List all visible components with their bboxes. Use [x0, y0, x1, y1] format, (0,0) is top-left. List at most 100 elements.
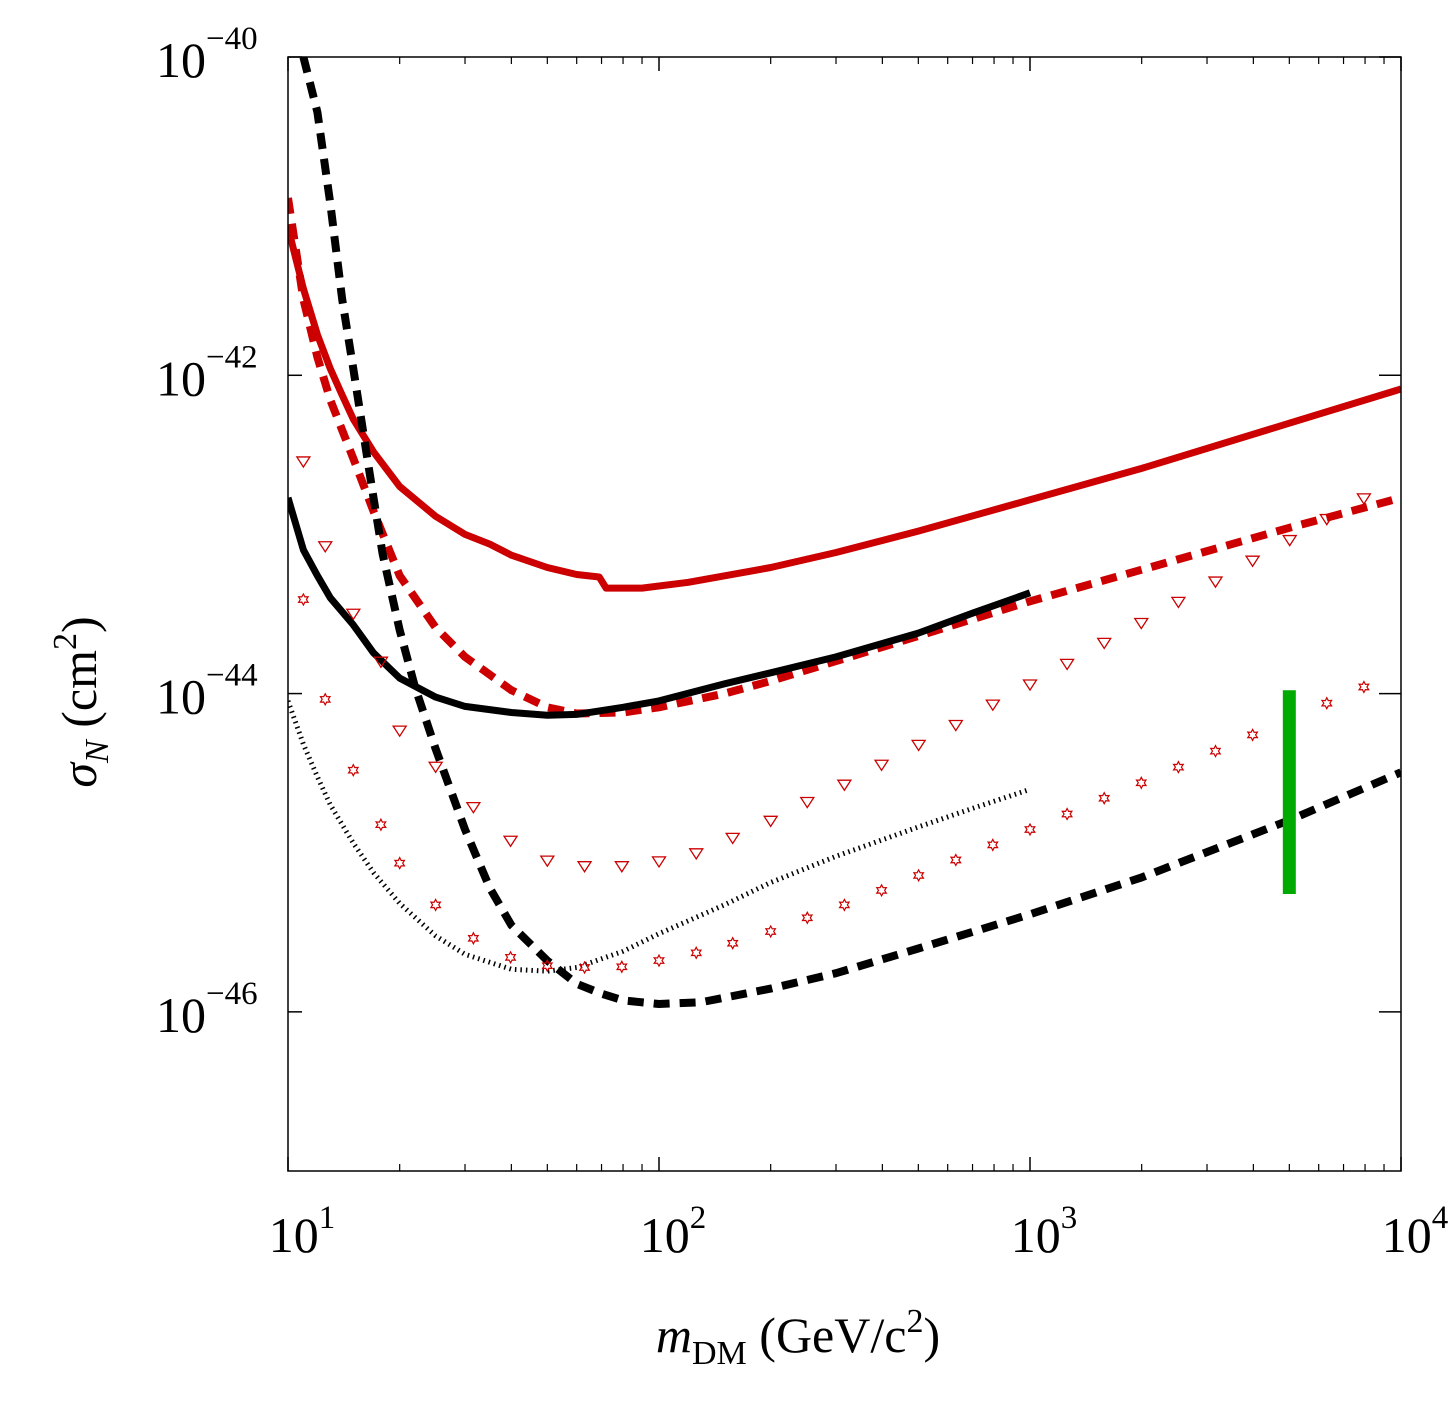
star-marker [875, 883, 888, 898]
ticks-layer [287, 56, 1402, 1171]
triangle-marker [1282, 534, 1298, 547]
x-tick-label: 103 [1011, 1200, 1078, 1263]
triangle-marker [688, 848, 704, 861]
x-tick-base: 10 [1382, 1207, 1432, 1263]
x-tick-base: 10 [640, 1207, 690, 1263]
y-tick-base: 10 [156, 32, 206, 88]
triangle-marker [1133, 617, 1149, 630]
triangle-marker [391, 725, 408, 738]
y-axis-title: σN (cm2) [47, 616, 116, 787]
y-tick-label: 10−44 [156, 658, 258, 725]
star-marker [467, 931, 480, 946]
triangle-marker [317, 541, 333, 554]
star-marker [1209, 744, 1222, 758]
y-tick-exponent: −42 [206, 339, 258, 375]
triangle-marker [465, 802, 482, 814]
star-marker [578, 960, 591, 975]
y-tick-exponent: −46 [206, 976, 258, 1012]
x-tick-base: 10 [1011, 1207, 1061, 1263]
star-marker [393, 856, 406, 870]
star-marker [838, 898, 851, 912]
x-axis-title-sup: 2 [906, 1303, 923, 1340]
series-red-solid-line [288, 226, 1401, 592]
series-red-stars [297, 592, 1370, 975]
y-axis-title-close: ) [51, 616, 107, 633]
triangle-marker [1319, 513, 1335, 526]
star-marker [1024, 822, 1036, 837]
x-axis-title: mDM (GeV/c2) [656, 1303, 940, 1372]
triangle-marker [1096, 637, 1112, 650]
triangle-marker [836, 779, 853, 792]
triangle-marker [910, 739, 927, 752]
triangle-marker [1207, 576, 1224, 589]
y-axis-title-sub: N [79, 738, 116, 764]
star-marker [726, 936, 739, 951]
star-marker [504, 950, 517, 965]
triangle-marker [873, 759, 890, 772]
star-marker [1098, 791, 1111, 806]
star-marker [1061, 807, 1074, 821]
star-marker [615, 959, 628, 974]
series-black-solid [288, 496, 1032, 719]
star-marker [764, 924, 777, 939]
star-marker [1135, 775, 1148, 790]
series-red-triangles [295, 456, 1372, 873]
triangle-marker [985, 699, 1001, 712]
y-tick-exponent: −44 [206, 658, 258, 694]
star-marker [429, 898, 442, 912]
triangle-marker [948, 719, 964, 732]
triangle-marker [373, 656, 389, 669]
y-axis-title-rest: (cm [51, 650, 107, 740]
x-tick-exponent: 1 [319, 1200, 336, 1236]
star-marker [1357, 680, 1370, 694]
triangle-marker [345, 608, 362, 621]
x-tick-exponent: 2 [690, 1200, 707, 1236]
y-axis-title-main: σ [51, 761, 107, 788]
triangle-marker [762, 815, 779, 828]
triangle-marker [651, 856, 667, 869]
star-marker [690, 945, 703, 960]
x-tick-label: 104 [1382, 1200, 1449, 1263]
x-axis-title-close: ) [923, 1307, 940, 1363]
triangle-marker [576, 861, 593, 873]
y-tick-base: 10 [156, 987, 206, 1043]
star-marker [653, 953, 665, 968]
star-marker [1320, 696, 1333, 711]
triangle-marker [1170, 596, 1187, 609]
star-marker [374, 817, 387, 832]
star-marker [986, 838, 999, 852]
series-black-solid-line [288, 496, 1032, 719]
series-red-solid [288, 226, 1401, 592]
y-tick-label: 10−46 [156, 976, 258, 1043]
series-black-dashed [299, 57, 1401, 1008]
star-marker [801, 910, 814, 925]
series-black-dashed-line [299, 57, 1401, 1008]
x-axis-title-main: m [656, 1307, 692, 1363]
y-axis-title-sup: 2 [47, 633, 84, 650]
triangle-marker [1022, 679, 1038, 692]
triangle-marker [614, 861, 630, 873]
triangle-marker [295, 456, 312, 469]
triangle-marker [1356, 493, 1372, 506]
x-tick-base: 10 [269, 1207, 319, 1263]
star-marker [347, 763, 360, 778]
y-tick-base: 10 [156, 669, 206, 725]
star-marker [949, 853, 962, 867]
x-axis-title-sub: DM [692, 1335, 747, 1372]
triangle-marker [427, 761, 444, 774]
x-tick-label: 102 [640, 1200, 707, 1263]
series-red-dashed-line [288, 197, 1401, 718]
star-marker [1172, 760, 1185, 774]
x-axis-title-rest: (GeV/c [747, 1307, 907, 1363]
x-tick-exponent: 4 [1432, 1200, 1449, 1236]
x-tick-exponent: 3 [1061, 1200, 1078, 1236]
series-red-dashed [288, 197, 1401, 718]
x-tick-label: 101 [269, 1200, 336, 1263]
y-tick-base: 10 [156, 350, 206, 406]
star-marker [541, 958, 554, 973]
star-marker [319, 692, 332, 707]
triangle-marker [502, 835, 519, 848]
